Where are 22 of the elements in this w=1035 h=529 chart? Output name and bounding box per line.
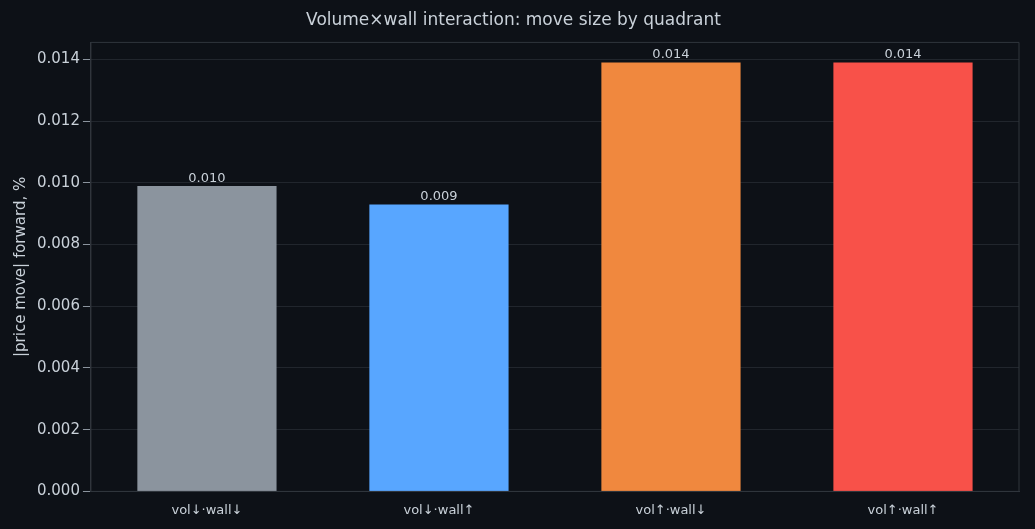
data-label: 0.010	[188, 169, 226, 185]
y-axis-title: |price move| forward, %	[10, 176, 29, 357]
chart-title: Volume×wall interaction: move size by quadrant	[306, 8, 722, 29]
data-label: 0.014	[652, 46, 690, 62]
x-tick-label: vol↓·wall↑	[403, 501, 475, 517]
y-tick-label: 0.000	[36, 481, 80, 500]
bar	[833, 62, 973, 491]
data-label: 0.009	[420, 188, 458, 204]
bar	[601, 62, 741, 491]
y-tick-label: 0.014	[36, 49, 80, 68]
bar	[137, 185, 277, 491]
x-tick-label: vol↑·wall↑	[867, 501, 939, 517]
x-tick-label: vol↑·wall↓	[635, 501, 707, 517]
y-tick-label: 0.008	[36, 234, 80, 253]
data-label: 0.014	[884, 46, 922, 62]
y-tick-label: 0.010	[36, 172, 80, 191]
y-tick-label: 0.004	[36, 357, 80, 376]
y-tick-label: 0.012	[36, 110, 80, 129]
y-tick-label: 0.006	[36, 296, 80, 315]
bar	[369, 204, 509, 491]
x-tick-label: vol↓·wall↓	[171, 501, 243, 517]
y-tick-label: 0.002	[36, 419, 80, 438]
